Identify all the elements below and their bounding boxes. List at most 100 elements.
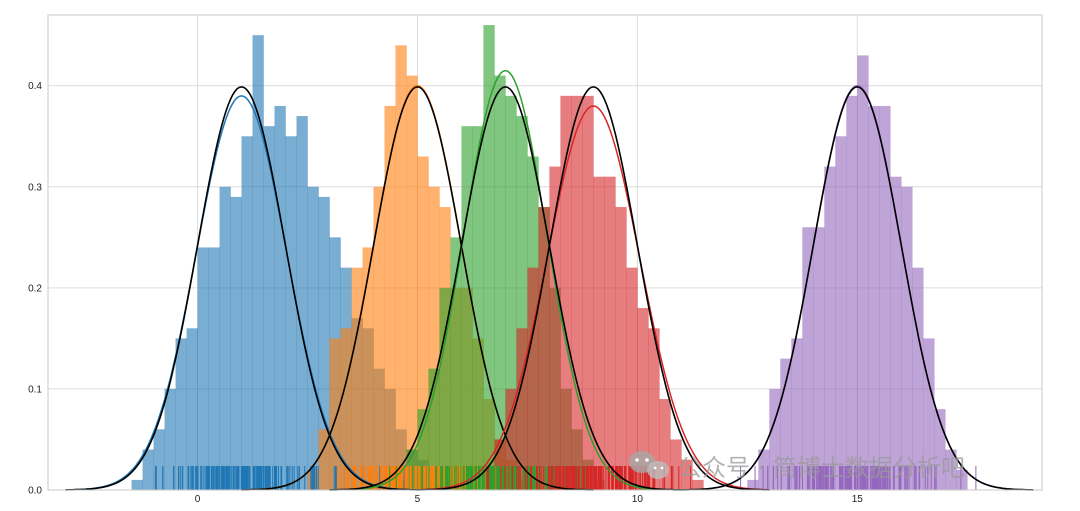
series-1-kde-line <box>65 95 418 491</box>
histogram-bar <box>615 207 627 490</box>
series-5-rug <box>740 466 977 490</box>
histogram-bar <box>186 328 198 490</box>
histogram-bar <box>450 237 462 490</box>
plot-frame <box>47 14 1043 491</box>
y-tick-label: 0.4 <box>28 81 42 92</box>
histogram-bar <box>296 116 308 490</box>
histogram-bar <box>318 196 330 490</box>
histogram-bar <box>648 328 660 490</box>
y-tick-label: 0.3 <box>28 182 42 193</box>
histogram-bar <box>802 227 814 490</box>
x-tick-label: 5 <box>415 494 421 505</box>
histogram-bar <box>593 176 605 490</box>
histogram-bar <box>868 105 880 490</box>
histogram-bar <box>406 75 418 490</box>
histogram-bar <box>604 176 616 490</box>
histogram-bar <box>208 247 220 490</box>
histogram-bar <box>307 186 319 490</box>
histogram-bar <box>384 105 396 490</box>
histogram-bar <box>373 186 385 490</box>
watermark: 公众号 · 简博士数据分析吧 <box>629 451 965 482</box>
histogram-bar <box>923 338 935 490</box>
histogram-bar <box>758 449 770 490</box>
histogram-bar <box>241 136 253 490</box>
histogram-bar <box>560 95 572 490</box>
histogram-bar <box>516 116 528 490</box>
histogram-bar <box>494 75 506 490</box>
y-tick-label: 0.1 <box>28 384 42 395</box>
wechat-icon <box>629 451 669 479</box>
series-4-rug <box>486 466 692 490</box>
histogram-bar <box>846 95 858 490</box>
series-4-normal-fit-line <box>417 86 770 491</box>
histogram-bar <box>131 479 143 490</box>
histogram-bar <box>890 176 902 490</box>
histogram-bar <box>483 25 495 490</box>
histogram-bar <box>362 247 374 490</box>
histogram-bar <box>791 338 803 490</box>
histogram-bar <box>439 287 451 490</box>
histogram-bar <box>428 186 440 490</box>
histogram-bar <box>901 186 913 490</box>
density-curves <box>65 69 1034 491</box>
histogram-bar <box>956 469 968 490</box>
histogram-bar <box>329 338 341 490</box>
y-tick-label: 0.0 <box>28 486 42 497</box>
histogram-bar <box>549 166 561 490</box>
histogram-bar <box>505 95 517 490</box>
histogram-bar <box>538 207 550 490</box>
histogram-bar <box>406 449 418 490</box>
histogram-bar <box>879 105 891 490</box>
x-tick-label: 0 <box>195 494 201 505</box>
series-4-bars <box>483 95 704 490</box>
histogram-bar <box>571 95 583 490</box>
histogram-bar <box>516 328 528 490</box>
histogram-bar <box>274 105 286 490</box>
histogram-bar <box>461 126 473 490</box>
histogram-bar <box>395 45 407 490</box>
histogram-bar <box>505 388 517 490</box>
histogram-bar <box>153 429 165 490</box>
histogram-bar <box>780 358 792 490</box>
histogram-bar <box>813 227 825 490</box>
axis-ticks: 0 5 10 15 0.0 0.1 0.2 0.3 0.4 <box>28 81 863 505</box>
histogram-bar <box>626 267 638 490</box>
x-tick-label: 10 <box>632 494 644 505</box>
histogram-bar <box>252 35 264 490</box>
histogram-bar <box>142 449 154 490</box>
watermark-text: 公众号 · 简博士数据分析吧 <box>678 454 965 482</box>
histogram-bar <box>428 368 440 490</box>
histogram-bar <box>472 126 484 490</box>
histogram-bar <box>230 196 242 490</box>
histogram-bar <box>681 459 693 490</box>
histogram-bar <box>417 409 429 490</box>
x-tick-label: 15 <box>852 494 864 505</box>
series-5-normal-fit-line <box>681 86 1034 491</box>
histogram-bar <box>582 95 594 490</box>
series-2-normal-fit-line <box>241 86 594 491</box>
histogram-bar <box>692 479 704 490</box>
histogram-bar <box>417 156 429 490</box>
y-tick-label: 0.2 <box>28 283 42 294</box>
histogram-bar <box>219 186 231 490</box>
series-3-normal-fit-line <box>329 86 682 491</box>
series-5-bars <box>747 55 968 490</box>
histogram-bars <box>131 25 968 490</box>
histogram-bar <box>824 166 836 490</box>
histogram-bar <box>263 126 275 490</box>
histogram-bar <box>494 439 506 490</box>
histogram-bar <box>747 479 759 490</box>
histogram-bar <box>637 308 649 490</box>
histogram-bar <box>934 409 946 490</box>
histogram-bar <box>175 338 187 490</box>
histogram-bar <box>285 136 297 490</box>
histogram-bar <box>835 136 847 490</box>
histogram-bar <box>912 267 924 490</box>
series-1-normal-fit-line <box>65 86 418 491</box>
series-1-rug <box>154 466 405 490</box>
histogram-bar <box>527 267 539 490</box>
histogram-bar <box>945 449 957 490</box>
rug-marks <box>154 466 977 490</box>
histogram-bar <box>318 429 330 490</box>
